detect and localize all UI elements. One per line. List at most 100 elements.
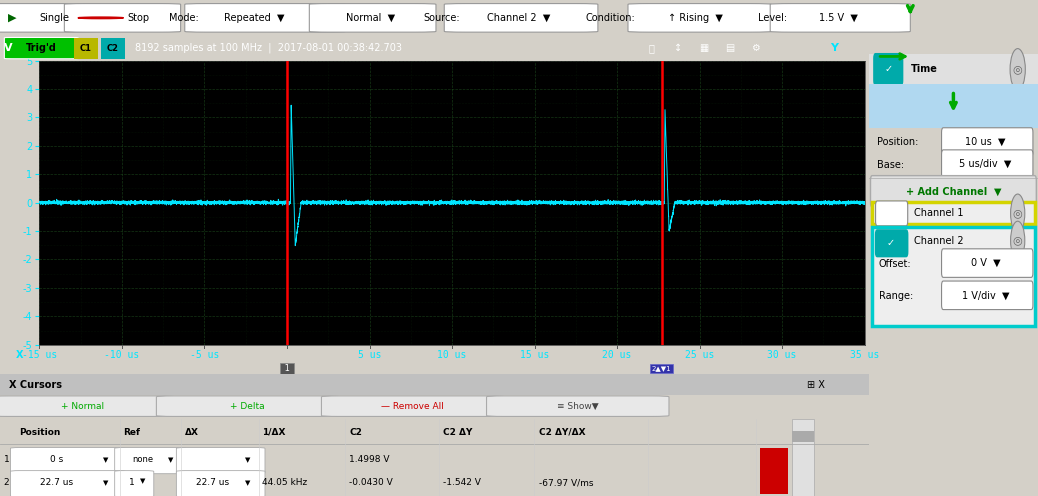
Text: 22.7 us: 22.7 us bbox=[39, 479, 73, 488]
Text: 1.4998 V: 1.4998 V bbox=[349, 455, 389, 464]
Text: ◎: ◎ bbox=[1013, 208, 1022, 218]
FancyBboxPatch shape bbox=[322, 396, 503, 417]
Text: Channel 1: Channel 1 bbox=[914, 208, 964, 218]
Text: — Remove All: — Remove All bbox=[381, 402, 444, 411]
FancyBboxPatch shape bbox=[941, 128, 1033, 156]
Text: ▼: ▼ bbox=[104, 480, 109, 486]
Text: 0 V  ▼: 0 V ▼ bbox=[971, 258, 1001, 268]
Text: ⚙: ⚙ bbox=[752, 43, 760, 53]
FancyBboxPatch shape bbox=[309, 3, 436, 32]
Text: -0.0430 V: -0.0430 V bbox=[349, 479, 393, 488]
FancyBboxPatch shape bbox=[941, 281, 1033, 310]
Text: 44.05 kHz: 44.05 kHz bbox=[263, 479, 307, 488]
Text: 1/ΔX: 1/ΔX bbox=[263, 428, 285, 436]
Text: + Add Channel  ▼: + Add Channel ▼ bbox=[905, 186, 1002, 196]
Text: ◎: ◎ bbox=[1013, 64, 1022, 74]
FancyBboxPatch shape bbox=[628, 3, 771, 32]
Text: Channel 2: Channel 2 bbox=[914, 236, 964, 246]
Text: ≡ Show▼: ≡ Show▼ bbox=[557, 402, 599, 411]
Circle shape bbox=[1011, 194, 1025, 233]
Text: ▦: ▦ bbox=[700, 43, 708, 53]
FancyBboxPatch shape bbox=[0, 3, 101, 32]
Text: 22.7 us: 22.7 us bbox=[196, 479, 229, 488]
Text: -5 us: -5 us bbox=[190, 350, 219, 360]
Text: Time: Time bbox=[911, 64, 938, 74]
Text: 1: 1 bbox=[281, 364, 293, 373]
Text: + Delta: + Delta bbox=[230, 402, 265, 411]
Text: ◎: ◎ bbox=[1013, 236, 1022, 246]
Bar bbox=[792, 419, 814, 496]
Text: 2: 2 bbox=[3, 479, 9, 488]
Text: C2 ΔY/ΔX: C2 ΔY/ΔX bbox=[539, 428, 585, 436]
FancyBboxPatch shape bbox=[176, 471, 265, 496]
Text: Stop: Stop bbox=[127, 13, 149, 23]
Text: 10 us  ▼: 10 us ▼ bbox=[965, 137, 1006, 147]
FancyBboxPatch shape bbox=[64, 3, 181, 32]
Text: ⊞ X: ⊞ X bbox=[808, 380, 825, 390]
Bar bbox=[101, 38, 126, 59]
Text: 5 us: 5 us bbox=[358, 350, 381, 360]
FancyBboxPatch shape bbox=[876, 201, 907, 226]
Text: ✓: ✓ bbox=[886, 238, 895, 248]
FancyBboxPatch shape bbox=[10, 447, 126, 474]
Bar bbox=[74, 38, 99, 59]
Text: X Cursors: X Cursors bbox=[8, 380, 61, 390]
FancyBboxPatch shape bbox=[185, 3, 346, 32]
Text: 5 us/div  ▼: 5 us/div ▼ bbox=[959, 159, 1012, 169]
FancyBboxPatch shape bbox=[872, 202, 1035, 224]
Bar bbox=[869, 54, 1038, 84]
Text: ▼: ▼ bbox=[140, 479, 145, 485]
Text: 2▲▼1: 2▲▼1 bbox=[652, 366, 672, 372]
Text: ▶: ▶ bbox=[8, 13, 17, 23]
Text: 10 us: 10 us bbox=[437, 350, 467, 360]
Text: Normal  ▼: Normal ▼ bbox=[346, 13, 395, 23]
FancyBboxPatch shape bbox=[487, 396, 668, 417]
Text: 20 us: 20 us bbox=[602, 350, 632, 360]
Text: ✓: ✓ bbox=[884, 64, 893, 74]
Text: 🔍: 🔍 bbox=[649, 43, 655, 53]
FancyBboxPatch shape bbox=[176, 447, 265, 474]
Text: -1.542 V: -1.542 V bbox=[443, 479, 481, 488]
Text: -67.97 V/ms: -67.97 V/ms bbox=[539, 479, 593, 488]
FancyBboxPatch shape bbox=[10, 471, 126, 496]
Text: V: V bbox=[4, 43, 12, 53]
Text: Position:: Position: bbox=[877, 137, 919, 147]
Text: Trig'd: Trig'd bbox=[26, 43, 57, 53]
FancyBboxPatch shape bbox=[444, 3, 598, 32]
Text: Level:: Level: bbox=[758, 13, 787, 23]
FancyBboxPatch shape bbox=[4, 38, 78, 59]
Text: 8192 samples at 100 MHz  |  2017-08-01 00:38:42.703: 8192 samples at 100 MHz | 2017-08-01 00:… bbox=[135, 43, 402, 54]
FancyBboxPatch shape bbox=[871, 176, 1036, 207]
Text: C2: C2 bbox=[107, 44, 119, 53]
Circle shape bbox=[1011, 221, 1025, 260]
Text: Position: Position bbox=[19, 428, 60, 436]
Bar bbox=[760, 471, 788, 495]
Text: Ref: Ref bbox=[124, 428, 140, 436]
Text: 1.5 V  ▼: 1.5 V ▼ bbox=[819, 13, 858, 23]
Text: Repeated  ▼: Repeated ▼ bbox=[224, 13, 284, 23]
Text: 30 us: 30 us bbox=[767, 350, 797, 360]
Text: ▼: ▼ bbox=[245, 480, 250, 486]
Text: C2: C2 bbox=[349, 428, 362, 436]
Bar bbox=[792, 431, 814, 442]
FancyBboxPatch shape bbox=[770, 3, 910, 32]
Text: ▤: ▤ bbox=[726, 43, 735, 53]
Text: Single: Single bbox=[39, 13, 69, 23]
FancyBboxPatch shape bbox=[876, 230, 907, 256]
Text: X: X bbox=[16, 350, 24, 360]
Bar bbox=[869, 84, 1038, 128]
Text: Base:: Base: bbox=[877, 160, 904, 170]
Text: Offset:: Offset: bbox=[879, 258, 911, 268]
Text: Mode:: Mode: bbox=[169, 13, 199, 23]
Text: ▼: ▼ bbox=[104, 457, 109, 463]
Text: Y: Y bbox=[830, 43, 838, 53]
Text: 35 us: 35 us bbox=[850, 350, 879, 360]
Text: 1 V/div  ▼: 1 V/div ▼ bbox=[962, 290, 1009, 300]
Circle shape bbox=[1010, 49, 1026, 90]
FancyBboxPatch shape bbox=[114, 471, 154, 496]
Text: Range:: Range: bbox=[879, 291, 913, 301]
Text: C2 ΔY: C2 ΔY bbox=[443, 428, 472, 436]
FancyBboxPatch shape bbox=[114, 447, 186, 474]
Text: ▼: ▼ bbox=[167, 457, 173, 463]
Text: 15 us: 15 us bbox=[520, 350, 549, 360]
